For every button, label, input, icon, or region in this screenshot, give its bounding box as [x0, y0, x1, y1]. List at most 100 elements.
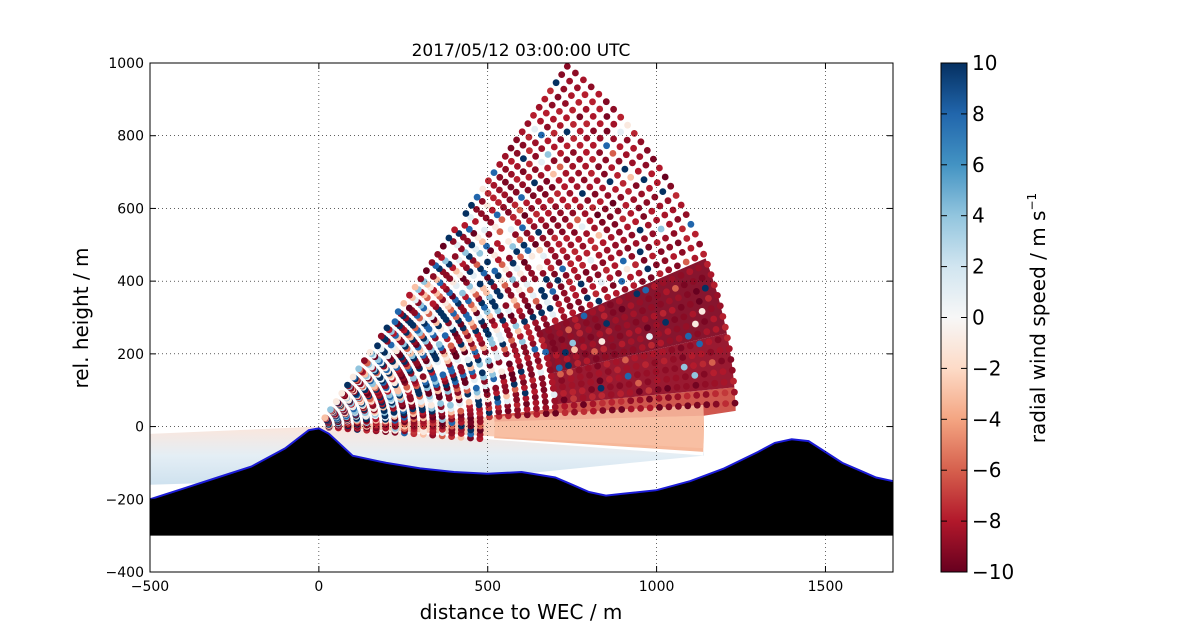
wind-point [603, 360, 611, 368]
wind-point [526, 217, 533, 225]
wind-point [569, 309, 577, 317]
wind-point [588, 169, 595, 177]
wind-point [546, 366, 554, 374]
wind-point [524, 186, 532, 194]
wind-point [541, 95, 549, 103]
wind-point [580, 287, 588, 295]
wind-point [511, 201, 519, 209]
wind-point [576, 113, 584, 121]
wind-point [602, 353, 609, 360]
wind-point [527, 308, 534, 315]
wind-point [552, 203, 559, 211]
wind-point [640, 213, 648, 220]
wind-point [606, 274, 614, 282]
wind-point [662, 366, 669, 374]
wind-point [725, 345, 733, 353]
wind-point [509, 259, 517, 267]
wind-point [536, 363, 543, 370]
wind-point [629, 159, 636, 167]
wind-point [500, 203, 507, 211]
wind-point [680, 363, 688, 371]
wind-point [520, 241, 528, 249]
wind-point [507, 183, 515, 191]
wind-point [666, 337, 674, 345]
wind-point [557, 370, 564, 378]
wind-point [609, 343, 617, 350]
wind-point [321, 414, 329, 422]
wind-point [569, 388, 577, 396]
wind-point [580, 408, 588, 415]
wind-point [552, 351, 560, 359]
wind-point [670, 230, 678, 237]
wind-point [589, 141, 597, 149]
wind-point [540, 203, 547, 211]
wind-point [636, 248, 644, 256]
wind-point [731, 388, 738, 396]
wind-point [632, 318, 640, 326]
wind-point [550, 391, 558, 398]
wind-point [648, 304, 655, 311]
wind-point [550, 170, 557, 178]
wind-point [467, 214, 474, 221]
wind-point [610, 135, 617, 143]
wind-point [731, 399, 739, 407]
wind-point [571, 316, 579, 323]
wind-point [607, 301, 614, 309]
wind-point [556, 163, 564, 171]
wind-point [659, 188, 667, 196]
wind-point [580, 401, 587, 408]
wind-point [607, 234, 615, 241]
wind-point [559, 247, 567, 255]
wind-point [702, 391, 710, 398]
wind-point [654, 386, 662, 393]
wind-point [574, 84, 581, 92]
wind-point [548, 184, 556, 191]
wind-point [682, 211, 690, 219]
wind-point [608, 406, 616, 414]
wind-point [682, 258, 690, 266]
wind-point [513, 264, 521, 272]
wind-point [534, 325, 542, 332]
wind-point [512, 322, 520, 330]
wind-point [635, 204, 643, 212]
wind-point [473, 193, 481, 201]
wind-point [575, 255, 583, 262]
wind-point [687, 244, 695, 252]
wind-point [435, 341, 443, 348]
grid [150, 63, 893, 572]
wind-point [640, 352, 648, 360]
wind-point [547, 87, 554, 95]
wind-point [665, 394, 672, 401]
wind-point [495, 199, 502, 206]
wind-point [583, 357, 591, 365]
wind-point [630, 144, 637, 152]
wind-point [520, 275, 528, 283]
wind-point [560, 85, 568, 93]
wind-point [634, 327, 642, 334]
wind-point [583, 230, 590, 238]
wind-point [601, 205, 609, 213]
wind-point [649, 230, 657, 238]
wind-point [591, 316, 599, 323]
wind-point [544, 123, 551, 131]
wind-point [657, 248, 665, 256]
wind-point [522, 349, 530, 356]
wind-point [584, 364, 592, 372]
wind-point [549, 288, 557, 295]
wind-point [625, 381, 633, 388]
wind-point [547, 246, 555, 254]
wind-point [603, 320, 610, 327]
wind-point [457, 407, 465, 415]
wind-point [461, 222, 469, 229]
wind-point [621, 165, 629, 173]
wind-point [712, 400, 720, 408]
wind-point [596, 134, 604, 142]
wind-point [605, 327, 613, 335]
wind-point [655, 395, 663, 402]
wind-point [502, 266, 510, 273]
colorbar-tick-label: 8 [972, 102, 985, 126]
wind-point [539, 270, 547, 277]
wind-point [542, 348, 549, 356]
wind-point [728, 366, 736, 374]
wind-point [583, 294, 591, 302]
